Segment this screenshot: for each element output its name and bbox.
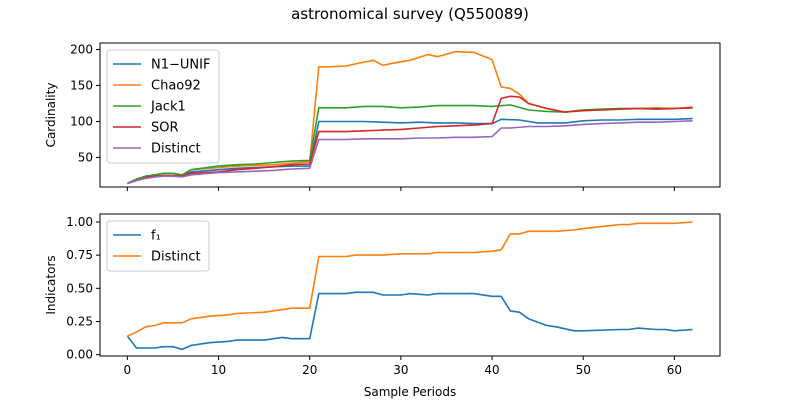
y-tick-label-1-4: 1.00 bbox=[66, 215, 93, 229]
legend-label-0-4: Distinct bbox=[151, 142, 201, 157]
y-tick-label-0-2: 150 bbox=[70, 78, 93, 92]
y-axis-label-0: Cardinality bbox=[44, 83, 58, 148]
y-tick-label-0-0: 50 bbox=[78, 150, 93, 164]
legend-1 bbox=[106, 220, 210, 272]
x-tick-label-5: 50 bbox=[576, 363, 591, 377]
legend-label-0-0: N1−UNIF bbox=[151, 58, 210, 73]
y-tick-label-1-0: 0.00 bbox=[66, 348, 93, 362]
cardinality-panel: 50 100 150 200 Cardinality N1−UNIF Chao92 Jack1… bbox=[44, 42, 721, 191]
legend-label-1-1: Distinct bbox=[151, 250, 201, 265]
x-tick-label-6: 60 bbox=[667, 363, 682, 377]
series-line-1-0 bbox=[126, 291, 693, 351]
x-axis-label: Sample Periods bbox=[364, 385, 456, 399]
x-tick-label-4: 40 bbox=[484, 363, 499, 377]
y-tick-label-0-3: 200 bbox=[70, 42, 93, 56]
y-tick-label-1-3: 0.75 bbox=[66, 248, 93, 262]
legend-label-0-3: SOR bbox=[151, 121, 179, 136]
series-line-1-1 bbox=[127, 221, 693, 337]
indicators-panel: 0.00 0.25 0.50 0.75 1.00 0 10 20 30 40 50 60 Indicat… bbox=[44, 213, 721, 377]
x-tick-label-3: 30 bbox=[393, 363, 408, 377]
x-tick-label-2: 20 bbox=[302, 363, 317, 377]
y-axis-label-1: Indicators bbox=[44, 255, 58, 314]
legend-label-0-1: Chao92 bbox=[151, 79, 201, 94]
x-tick-label-1: 10 bbox=[211, 363, 226, 377]
figure-title: astronomical survey (Q550089) bbox=[291, 5, 529, 23]
legend-label-0-2: Jack1 bbox=[150, 100, 186, 115]
plot-frame-0 bbox=[99, 42, 721, 188]
legend-0 bbox=[106, 49, 220, 164]
legend-label-1-0: f₁ bbox=[151, 229, 161, 244]
y-tick-label-1-2: 0.50 bbox=[66, 281, 93, 295]
y-tick-label-0-1: 100 bbox=[70, 114, 93, 128]
y-tick-label-1-1: 0.25 bbox=[66, 314, 93, 328]
x-tick-label-0: 0 bbox=[124, 363, 132, 377]
plot-frame-1 bbox=[99, 213, 721, 357]
series-line-0-4 bbox=[127, 120, 693, 185]
